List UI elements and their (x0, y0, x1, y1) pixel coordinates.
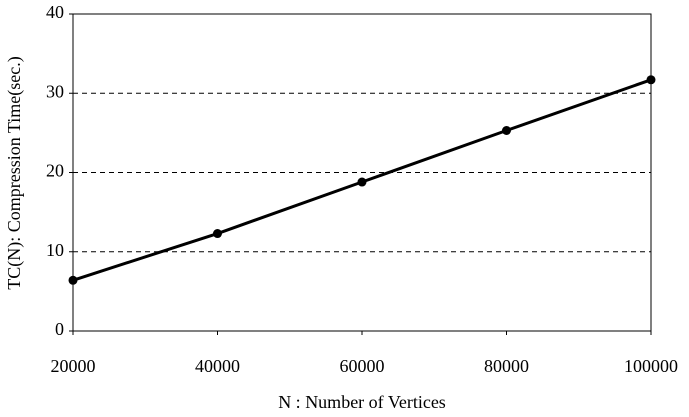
x-axis-label: N : Number of Vertices (278, 392, 446, 412)
marker (646, 75, 656, 85)
y-tick-label: 40 (46, 2, 64, 22)
x-tick-label: 100000 (624, 356, 678, 376)
y-tick-label: 30 (46, 81, 64, 101)
x-tick-label: 20000 (51, 356, 96, 376)
y-axis-label: TC(N): Compression Time(sec.) (4, 56, 25, 290)
x-tick-label: 60000 (340, 356, 385, 376)
marker (357, 177, 367, 187)
y-tick-label: 10 (46, 240, 64, 260)
x-tick-label: 80000 (484, 356, 529, 376)
marker (213, 229, 222, 239)
x-tick-label: 40000 (195, 356, 240, 376)
y-tick-label: 0 (55, 319, 64, 339)
marker (68, 275, 78, 285)
marker (502, 125, 511, 135)
y-tick-label: 20 (46, 161, 64, 181)
